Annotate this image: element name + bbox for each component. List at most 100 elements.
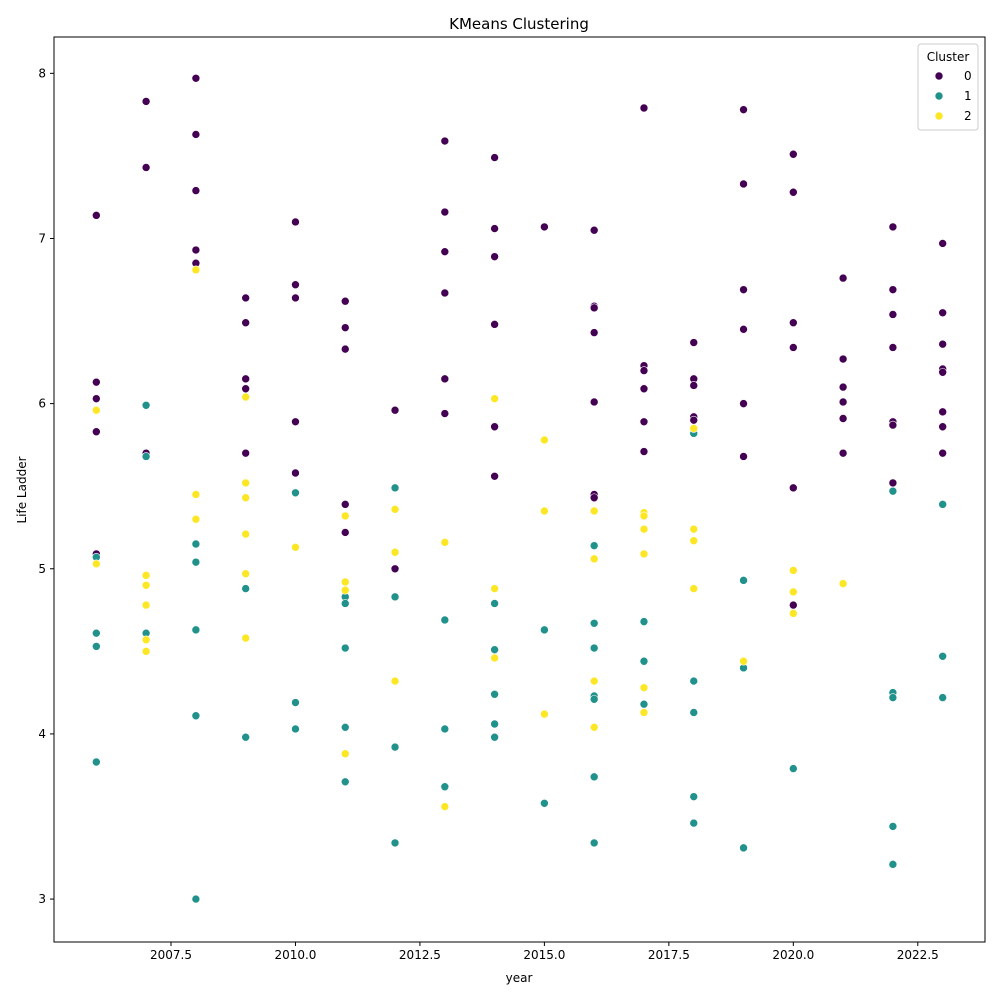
data-point-cluster-1	[291, 698, 300, 707]
data-point-cluster-2	[241, 529, 250, 539]
data-point-cluster-2	[639, 511, 649, 521]
data-point-cluster-2	[789, 587, 798, 597]
data-point-cluster-1	[92, 757, 101, 767]
data-point-cluster-2	[141, 647, 151, 656]
data-point-cluster-0	[739, 179, 748, 189]
data-point-cluster-0	[938, 239, 947, 248]
data-point-cluster-2	[241, 569, 250, 579]
data-point-cluster-0	[291, 280, 300, 290]
data-point-cluster-1	[739, 843, 748, 853]
data-point-cluster-1	[191, 557, 201, 567]
data-point-cluster-2	[639, 683, 649, 692]
data-point-cluster-1	[390, 838, 400, 848]
data-point-cluster-2	[141, 580, 151, 590]
data-point-cluster-0	[440, 247, 450, 256]
data-point-cluster-1	[589, 694, 599, 704]
data-point-cluster-2	[241, 633, 250, 643]
data-point-cluster-1	[141, 452, 151, 461]
data-point-cluster-1	[440, 724, 450, 734]
y-tick-label: 8	[38, 66, 46, 80]
data-point-cluster-0	[789, 187, 798, 197]
data-point-cluster-0	[141, 163, 151, 172]
legend-entries: 0 1 2	[934, 69, 972, 123]
data-point-cluster-2	[540, 435, 549, 445]
data-point-cluster-0	[639, 384, 649, 394]
data-point-cluster-0	[490, 224, 499, 233]
data-point-cluster-2	[639, 708, 649, 717]
data-point-cluster-0	[639, 103, 649, 113]
data-point-cluster-0	[440, 409, 450, 418]
legend-label-cluster-0: 0	[964, 69, 972, 83]
data-point-cluster-0	[838, 397, 848, 407]
data-point-cluster-0	[589, 328, 599, 337]
data-point-cluster-2	[141, 600, 151, 610]
data-point-cluster-0	[789, 149, 798, 159]
data-point-cluster-0	[888, 343, 898, 352]
data-point-cluster-2	[340, 585, 350, 595]
x-tick-label: 2022.5	[897, 948, 939, 962]
data-point-cluster-0	[490, 471, 499, 481]
data-point-cluster-0	[938, 448, 947, 458]
data-point-cluster-0	[92, 394, 101, 403]
x-tick-label: 2012.5	[399, 948, 441, 962]
data-point-cluster-1	[340, 723, 350, 732]
data-point-cluster-1	[689, 676, 699, 686]
data-point-cluster-2	[689, 524, 699, 534]
data-point-cluster-0	[191, 130, 201, 139]
data-point-cluster-2	[141, 571, 151, 580]
x-tick-label: 2015.0	[523, 948, 565, 962]
data-point-cluster-2	[191, 265, 201, 275]
data-point-cluster-1	[241, 732, 250, 742]
data-point-cluster-0	[291, 293, 300, 303]
data-point-cluster-2	[340, 749, 350, 759]
data-point-cluster-1	[92, 642, 101, 651]
data-point-cluster-0	[838, 354, 848, 364]
y-tick-label: 4	[38, 727, 46, 741]
data-point-cluster-1	[689, 818, 699, 828]
data-point-cluster-0	[739, 452, 748, 461]
y-tick-label: 5	[38, 562, 46, 576]
data-point-cluster-0	[191, 73, 201, 83]
data-point-cluster-1	[888, 860, 898, 869]
data-point-cluster-0	[540, 222, 549, 232]
y-tick-label: 3	[38, 892, 46, 906]
data-point-cluster-1	[191, 894, 201, 904]
x-tick-label: 2020.0	[772, 948, 814, 962]
x-tick-label: 2010.0	[274, 948, 316, 962]
data-point-cluster-2	[490, 653, 499, 663]
data-point-cluster-0	[888, 310, 898, 319]
data-point-cluster-0	[490, 153, 499, 162]
data-point-cluster-2	[390, 505, 400, 514]
data-point-cluster-2	[141, 635, 151, 645]
data-point-cluster-0	[191, 245, 201, 255]
data-point-cluster-0	[92, 427, 101, 437]
data-point-cluster-1	[490, 689, 499, 699]
data-point-cluster-2	[589, 506, 599, 516]
data-point-cluster-0	[589, 303, 599, 313]
data-point-cluster-0	[789, 600, 798, 610]
data-point-cluster-1	[589, 643, 599, 653]
data-point-cluster-2	[540, 506, 549, 516]
data-point-cluster-1	[241, 584, 250, 593]
data-point-cluster-1	[390, 742, 400, 752]
data-point-cluster-0	[739, 325, 748, 334]
data-point-cluster-2	[440, 802, 450, 811]
data-point-cluster-0	[92, 211, 101, 220]
data-point-cluster-0	[241, 318, 250, 328]
y-tick-label: 7	[38, 231, 46, 245]
data-point-cluster-1	[440, 782, 450, 792]
data-point-cluster-1	[888, 693, 898, 702]
data-point-cluster-1	[789, 764, 798, 773]
data-point-cluster-0	[241, 293, 250, 303]
data-point-cluster-2	[589, 676, 599, 686]
data-point-cluster-2	[440, 538, 450, 547]
data-point-cluster-1	[739, 576, 748, 585]
data-point-cluster-0	[838, 414, 848, 423]
data-point-cluster-1	[92, 628, 101, 638]
data-point-cluster-2	[490, 394, 499, 403]
legend: Cluster 0 1 2	[917, 43, 979, 131]
legend-marker-cluster-0	[934, 71, 944, 81]
data-point-cluster-1	[689, 792, 699, 801]
data-point-cluster-0	[589, 493, 599, 503]
data-point-cluster-2	[390, 676, 400, 686]
